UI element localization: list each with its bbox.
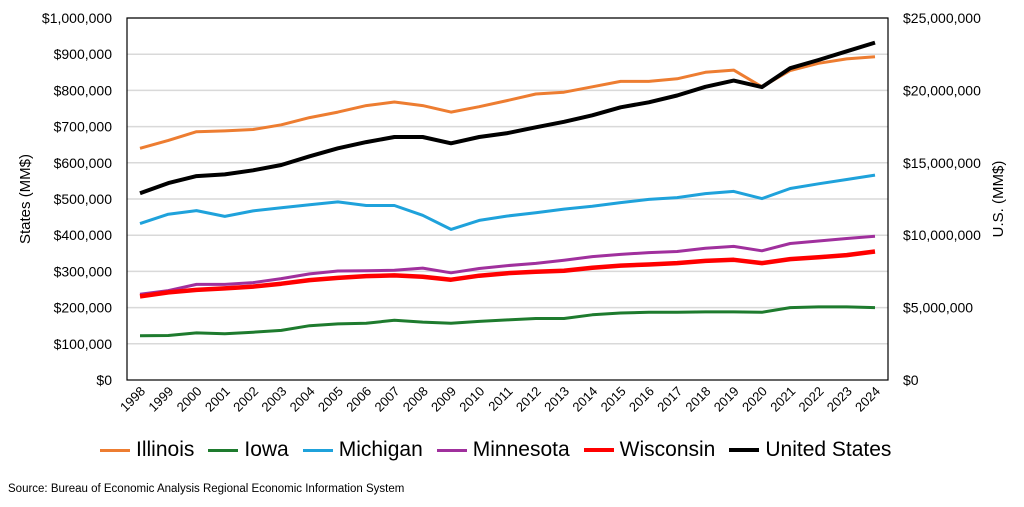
legend-item-michigan: Michigan <box>302 438 423 462</box>
y-tick-label: $600,000 <box>54 155 113 171</box>
y2-tick-label: $20,000,000 <box>903 82 981 98</box>
legend-swatch <box>729 448 760 452</box>
line-chart: $0 $100,000 $200,000 $300,000 $400,000 $500,0… <box>17 10 1007 415</box>
legend-swatch <box>583 447 614 453</box>
legend-swatch <box>302 448 333 452</box>
x-tick-label: 2003 <box>258 384 289 415</box>
y2-tick-label: $0 <box>903 372 919 388</box>
legend-label: Iowa <box>244 438 289 461</box>
x-tick-label: 2017 <box>654 384 685 415</box>
x-tick-label: 2002 <box>230 384 261 415</box>
x-tick-label: 2001 <box>202 384 233 415</box>
legend-label: United States <box>765 438 892 461</box>
y-tick-label: $100,000 <box>54 336 113 352</box>
plot-frame <box>126 17 889 381</box>
x-tick-label: 2006 <box>343 384 374 415</box>
x-tick-label: 2020 <box>739 384 770 415</box>
x-tick-label: 2014 <box>569 384 600 415</box>
legend: Illinois Iowa Michigan Minnesota Wisconsin Un… <box>100 438 905 462</box>
legend-item-minnesota: Minnesota <box>436 438 570 462</box>
legend-label: Michigan <box>338 438 423 461</box>
y-tick-label: $300,000 <box>54 263 113 279</box>
y-tick-label: $200,000 <box>54 300 113 316</box>
legend-item-illinois: Illinois <box>100 438 194 462</box>
x-tick-label: 2007 <box>371 384 402 415</box>
y-tick-label: $700,000 <box>54 119 113 135</box>
legend-swatch <box>100 448 130 452</box>
source-note: Source: Bureau of Economic Analysis Regi… <box>8 483 405 495</box>
y2-tick-label: $15,000,000 <box>903 155 981 171</box>
series-line-united-states <box>139 40 876 196</box>
legend-item-wisconsin: Wisconsin <box>583 438 716 462</box>
x-tick-label: 2022 <box>796 384 827 415</box>
x-tick-label: 2016 <box>626 384 657 415</box>
y2-tick-label: $10,000,000 <box>903 227 981 243</box>
legend-label: Minnesota <box>472 438 570 461</box>
series-line-iowa <box>139 305 876 338</box>
y-tick-label: $500,000 <box>54 191 113 207</box>
series-line-wisconsin <box>139 249 876 299</box>
x-tick-label: 2019 <box>711 384 742 415</box>
x-tick-label: 1998 <box>117 384 148 415</box>
y-tick-label: $900,000 <box>54 46 113 62</box>
x-tick-label: 2008 <box>400 384 431 415</box>
x-tick-label: 2009 <box>428 384 459 415</box>
x-tick-label: 1999 <box>145 384 176 415</box>
x-tick-label: 2012 <box>513 384 544 415</box>
x-tick-label: 2021 <box>767 384 798 415</box>
y-tick-label: $0 <box>96 372 112 388</box>
x-tick-label: 2005 <box>315 384 346 415</box>
x-tick-label: 2024 <box>852 384 883 415</box>
y-tick-label: $1,000,000 <box>42 10 112 26</box>
x-tick-label: 2010 <box>456 384 487 415</box>
x-tick-label: 2013 <box>541 384 572 415</box>
legend-label: Wisconsin <box>619 438 716 461</box>
legend-label: Illinois <box>136 438 195 461</box>
x-tick-label: 2015 <box>598 384 629 415</box>
legend-swatch <box>436 448 467 452</box>
legend-item-iowa: Iowa <box>208 438 289 462</box>
x-tick-label: 2004 <box>287 384 318 415</box>
x-tick-label: 2023 <box>824 384 855 415</box>
legend-item-united-states: United States <box>729 438 891 462</box>
y-tick-label: $400,000 <box>54 227 113 243</box>
y-axis-title: States (MM$) <box>17 154 34 244</box>
y2-axis-title: U.S. (MM$) <box>990 161 1007 238</box>
y2-tick-label: $25,000,000 <box>903 10 981 26</box>
x-tick-label: 2000 <box>174 384 205 415</box>
series-line-michigan <box>139 173 876 231</box>
y2-tick-label: $5,000,000 <box>903 300 973 316</box>
y-tick-label: $800,000 <box>54 82 113 98</box>
x-tick-label: 2018 <box>682 384 713 415</box>
x-tick-label: 2011 <box>485 384 515 414</box>
legend-swatch <box>208 448 239 452</box>
